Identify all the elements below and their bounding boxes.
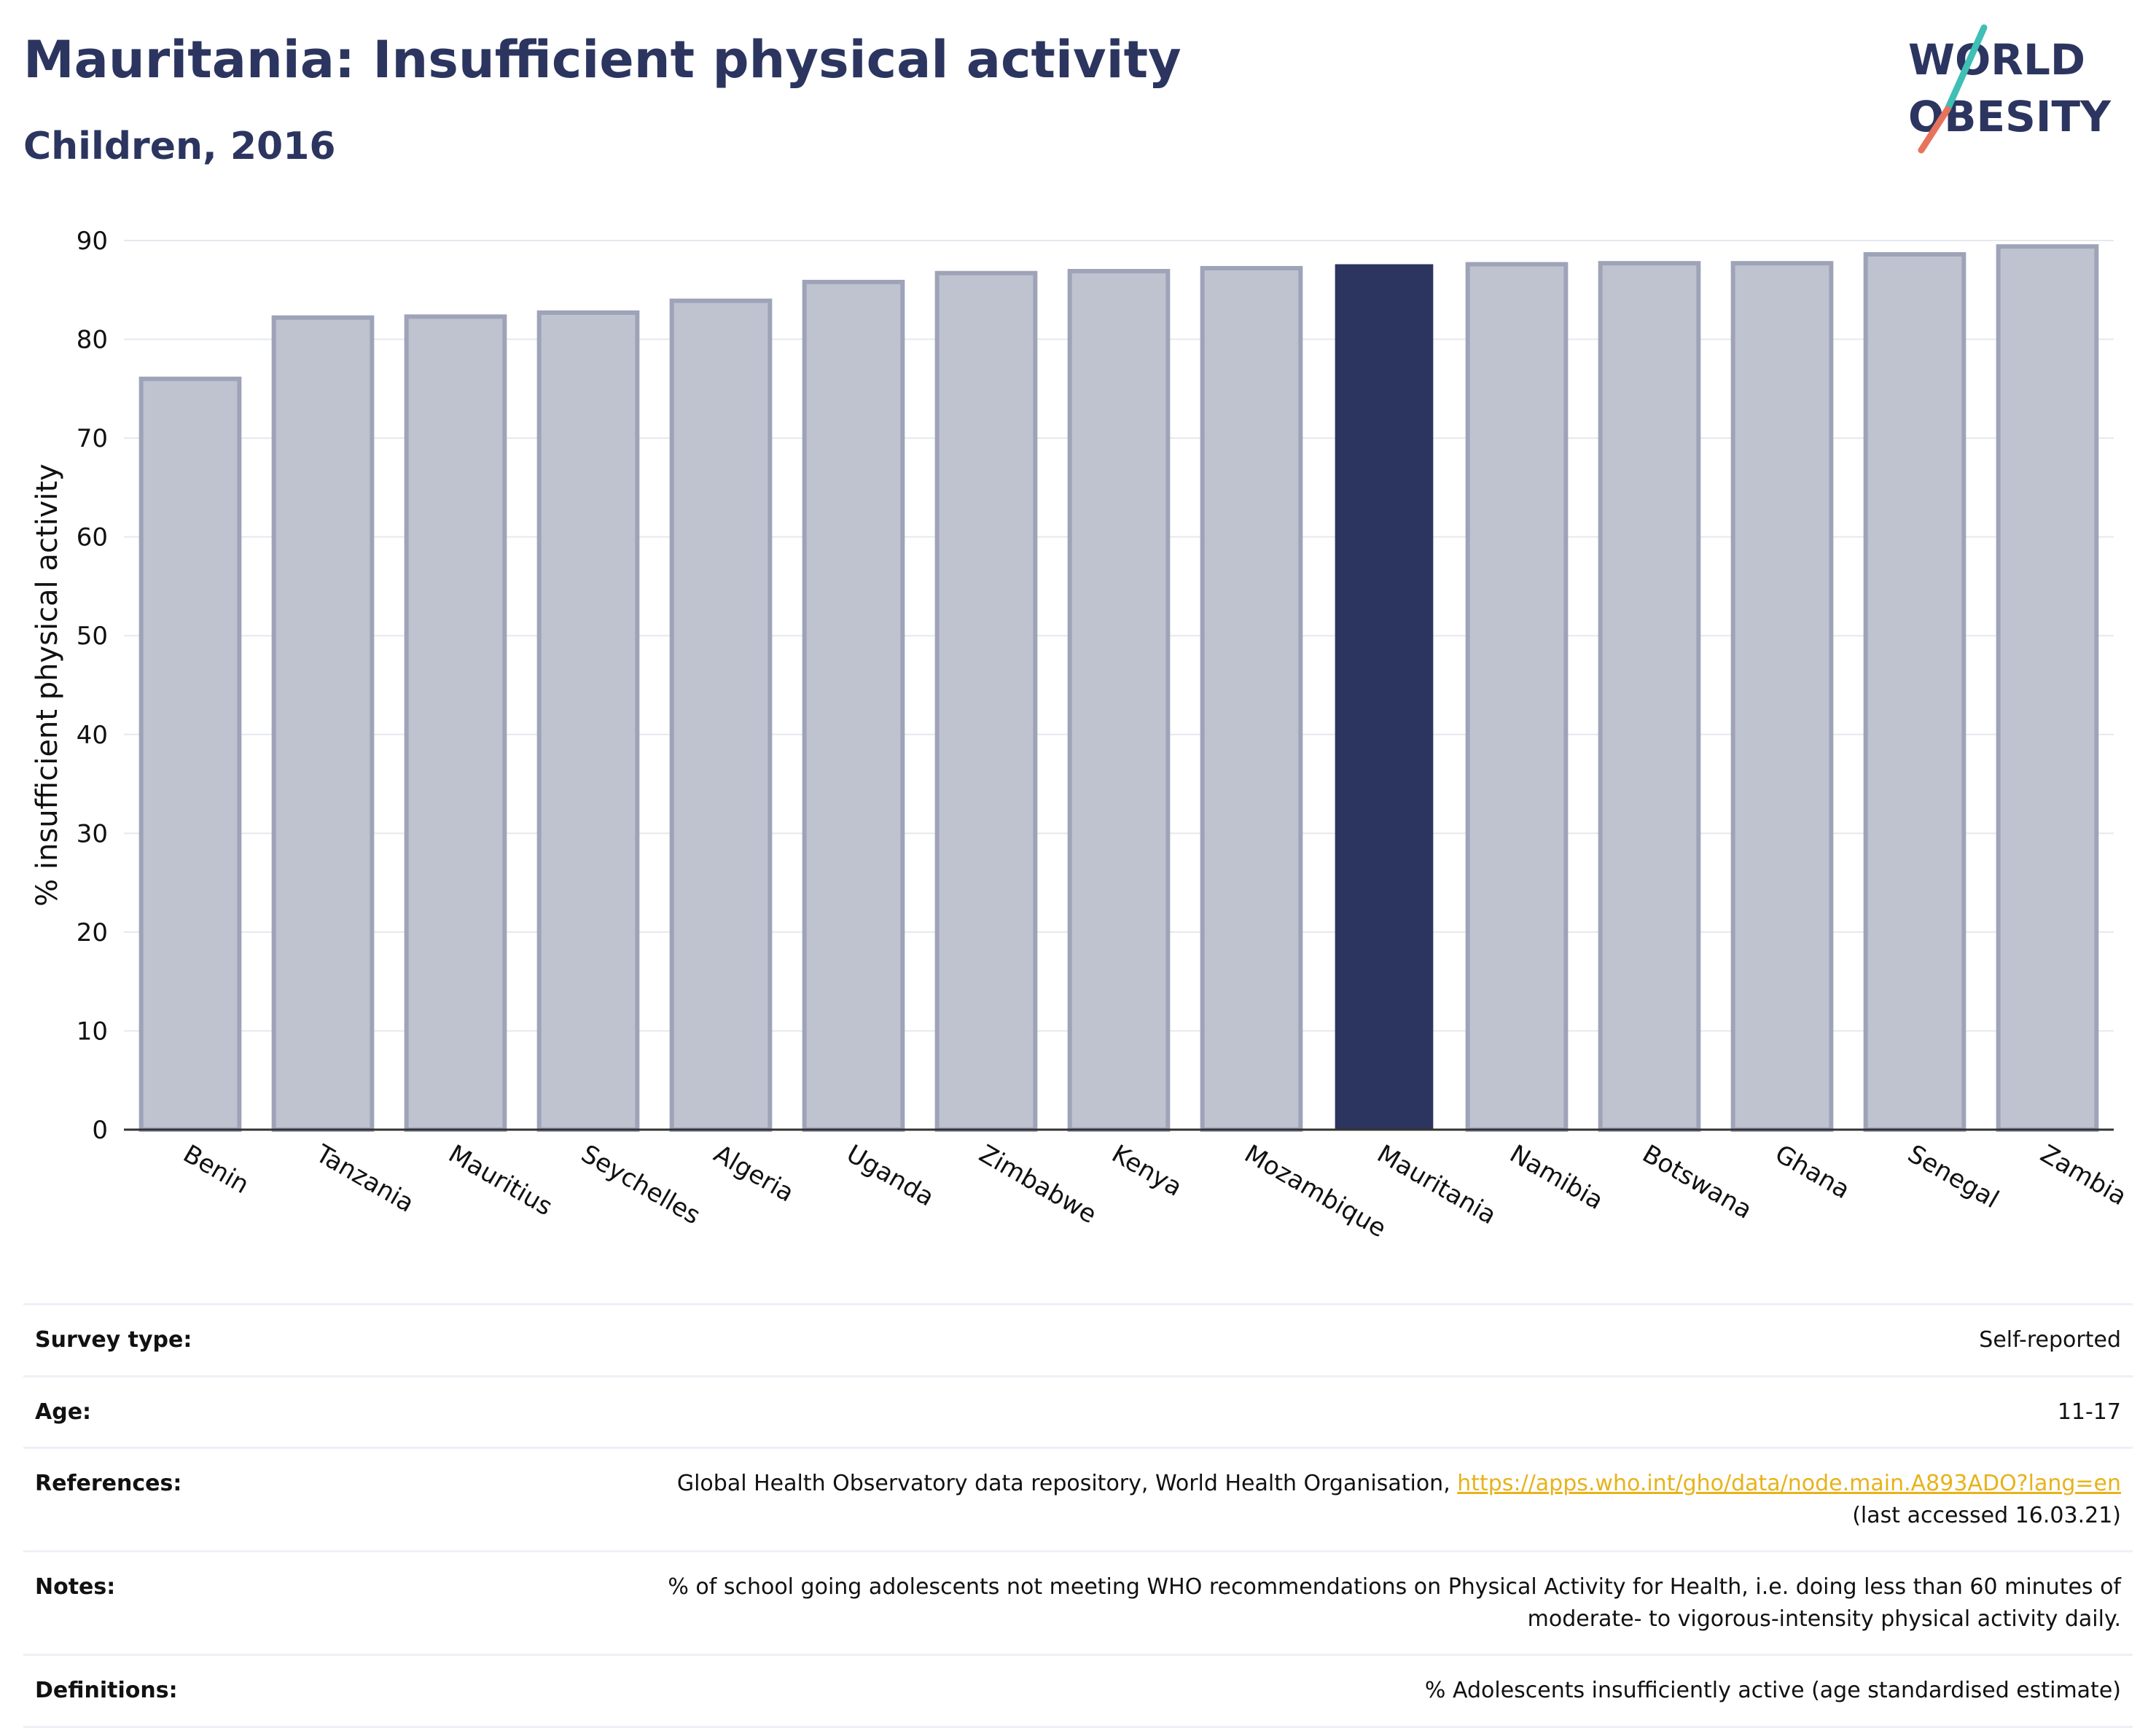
y-tick-20: 20 <box>77 918 108 947</box>
y-tick-60: 60 <box>77 523 108 552</box>
bar-kenya <box>1067 269 1171 1132</box>
bar-mauritius <box>404 314 507 1132</box>
logo-text-world: WORLD <box>1908 35 2085 85</box>
page-subtitle: Children, 2016 <box>23 125 336 168</box>
bar-uganda <box>802 279 905 1132</box>
x-tick-mauritania: Mauritania <box>1372 1139 1501 1230</box>
y-tick-labels: 0 10 20 30 40 50 60 70 80 90 <box>77 227 108 1145</box>
bar-chart: 0 10 20 30 40 50 60 70 80 90 Benin Tanzania Mauriti… <box>31 227 2132 1244</box>
references-accessed: (last accessed 16.03.21) <box>1852 1502 2121 1528</box>
bar-namibia <box>1465 262 1569 1132</box>
bar-algeria <box>669 298 773 1133</box>
references-value: Global Health Observatory data repositor… <box>265 1447 2133 1552</box>
y-tick-90: 90 <box>77 227 108 256</box>
info-row-notes: Notes: % of school going adolescents not… <box>23 1550 2133 1655</box>
info-row-references: References: Global Health Observatory da… <box>23 1447 2133 1552</box>
y-tick-40: 40 <box>77 721 108 750</box>
page-title: Mauritania: Insufficient physical activi… <box>23 30 1181 90</box>
x-tick-zimbabwe: Zimbabwe <box>975 1139 1102 1229</box>
survey-type-value: Self-reported <box>265 1303 2133 1376</box>
x-tick-tanzania: Tanzania <box>310 1139 419 1219</box>
references-text: Global Health Observatory data repositor… <box>676 1471 1458 1496</box>
x-tick-algeria: Algeria <box>709 1139 799 1208</box>
y-tick-10: 10 <box>77 1017 108 1046</box>
age-value: 11-17 <box>265 1375 2133 1448</box>
definitions-label: Definitions: <box>23 1654 265 1728</box>
x-tick-seychelles: Seychelles <box>577 1139 706 1230</box>
info-row-survey-type: Survey type: Self-reported <box>23 1303 2133 1376</box>
logo-slash-teal <box>1944 24 1988 113</box>
bar-senegal <box>1863 251 1966 1132</box>
bar-tanzania <box>271 315 375 1133</box>
x-tick-kenya: Kenya <box>1107 1139 1187 1203</box>
y-tick-70: 70 <box>77 424 108 453</box>
notes-value: % of school going adolescents not meetin… <box>265 1550 2133 1655</box>
world-obesity-logo: WORLD OBESITY <box>1908 24 2112 154</box>
x-tick-botswana: Botswana <box>1638 1139 1757 1225</box>
bar-zambia <box>1996 244 2099 1133</box>
notes-label: Notes: <box>23 1550 265 1655</box>
y-tick-30: 30 <box>77 819 108 848</box>
y-tick-80: 80 <box>77 326 108 355</box>
x-tick-mozambique: Mozambique <box>1240 1139 1391 1243</box>
bar-botswana <box>1598 261 1701 1133</box>
survey-type-label: Survey type: <box>23 1303 265 1376</box>
references-link[interactable]: https://apps.who.int/gho/data/node.main.… <box>1457 1471 2121 1496</box>
age-label: Age: <box>23 1375 265 1448</box>
references-label: References: <box>23 1447 265 1552</box>
bar-benin <box>138 376 242 1132</box>
y-tick-0: 0 <box>92 1116 108 1145</box>
bar-mauritania <box>1335 264 1434 1130</box>
info-row-age: Age: 11-17 <box>23 1375 2133 1448</box>
info-table: Survey type: Self-reported Age: 11-17 Re… <box>23 1303 2133 1728</box>
y-axis-title: % insufficient physical activity <box>31 464 64 907</box>
x-tick-uganda: Uganda <box>842 1139 940 1212</box>
bar-seychelles <box>536 310 640 1132</box>
x-tick-senegal: Senegal <box>1903 1139 2004 1214</box>
x-tick-ghana: Ghana <box>1770 1139 1855 1205</box>
definitions-value: % Adolescents insufficiently active (age… <box>265 1654 2133 1728</box>
x-tick-namibia: Namibia <box>1505 1139 1609 1216</box>
bar-mozambique <box>1200 265 1303 1132</box>
info-row-definitions: Definitions: % Adolescents insufficientl… <box>23 1654 2133 1728</box>
x-tick-zambia: Zambia <box>2036 1139 2132 1211</box>
bars <box>138 244 2099 1133</box>
x-tick-benin: Benin <box>179 1139 254 1200</box>
bar-ghana <box>1730 261 1834 1133</box>
y-tick-50: 50 <box>77 622 108 651</box>
x-tick-labels: Benin Tanzania Mauritius Seychelles Algeria U… <box>179 1139 2132 1244</box>
logo-slash-coral <box>1918 106 1951 154</box>
notes-line-2: moderate- to vigorous-intensity physical… <box>1527 1606 2121 1632</box>
notes-line-1: % of school going adolescents not meetin… <box>668 1574 2121 1600</box>
bar-zimbabwe <box>934 270 1038 1133</box>
x-tick-mauritius: Mauritius <box>444 1139 558 1221</box>
